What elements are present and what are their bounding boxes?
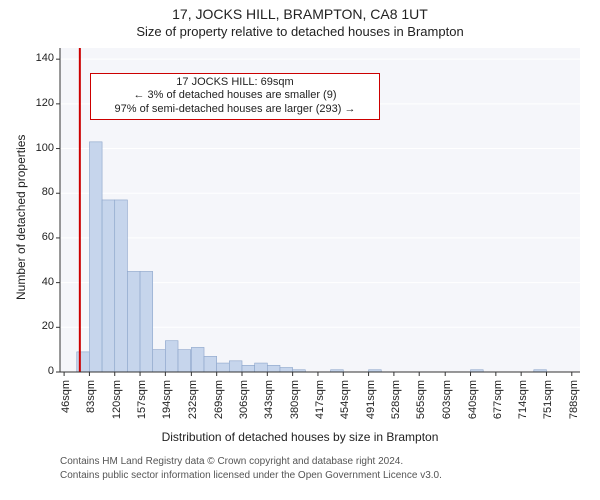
x-tick-label: 306sqm bbox=[238, 380, 250, 419]
chart-subtitle: Size of property relative to detached ho… bbox=[0, 24, 600, 39]
chart-title: 17, JOCKS HILL, BRAMPTON, CA8 1UT bbox=[0, 6, 600, 22]
x-tick-label: 157sqm bbox=[136, 380, 148, 419]
x-tick-label: 46sqm bbox=[60, 380, 72, 413]
x-tick-label: 751sqm bbox=[542, 380, 554, 419]
x-tick-label: 417sqm bbox=[314, 380, 326, 419]
x-tick-label: 603sqm bbox=[441, 380, 453, 419]
x-tick-label: 491sqm bbox=[365, 380, 377, 419]
x-axis-label: Distribution of detached houses by size … bbox=[0, 430, 600, 444]
x-tick-label: 269sqm bbox=[213, 380, 225, 419]
y-tick-label: 40 bbox=[22, 276, 54, 288]
y-tick-label: 120 bbox=[22, 97, 54, 109]
chart-footer-1: Contains HM Land Registry data © Crown c… bbox=[60, 456, 403, 467]
y-tick-label: 20 bbox=[22, 320, 54, 332]
y-tick-label: 100 bbox=[22, 142, 54, 154]
x-tick-label: 380sqm bbox=[289, 380, 301, 419]
annotation-line-3: 97% of semi-detached houses are larger (… bbox=[95, 103, 375, 117]
x-tick-label: 565sqm bbox=[415, 380, 427, 419]
chart-footer-2: Contains public sector information licen… bbox=[60, 470, 442, 481]
x-tick-label: 194sqm bbox=[161, 380, 173, 419]
histogram-chart: 17, JOCKS HILL, BRAMPTON, CA8 1UT Size o… bbox=[0, 0, 600, 500]
marker-annotation-box: 17 JOCKS HILL: 69sqm ← 3% of detached ho… bbox=[90, 73, 380, 120]
y-tick-label: 60 bbox=[22, 231, 54, 243]
x-tick-label: 714sqm bbox=[517, 380, 529, 419]
x-tick-label: 83sqm bbox=[85, 380, 97, 413]
x-tick-label: 454sqm bbox=[339, 380, 351, 419]
annotation-line-2: ← 3% of detached houses are smaller (9) bbox=[95, 89, 375, 103]
x-tick-label: 232sqm bbox=[187, 380, 199, 419]
x-tick-label: 640sqm bbox=[467, 380, 479, 419]
x-tick-label: 120sqm bbox=[111, 380, 123, 419]
annotation-line-1: 17 JOCKS HILL: 69sqm bbox=[95, 76, 375, 90]
y-tick-label: 80 bbox=[22, 186, 54, 198]
x-tick-label: 788sqm bbox=[568, 380, 580, 419]
y-tick-label: 0 bbox=[22, 365, 54, 377]
x-tick-label: 528sqm bbox=[390, 380, 402, 419]
x-tick-label: 677sqm bbox=[492, 380, 504, 419]
x-tick-label: 343sqm bbox=[263, 380, 275, 419]
y-tick-label: 140 bbox=[22, 52, 54, 64]
